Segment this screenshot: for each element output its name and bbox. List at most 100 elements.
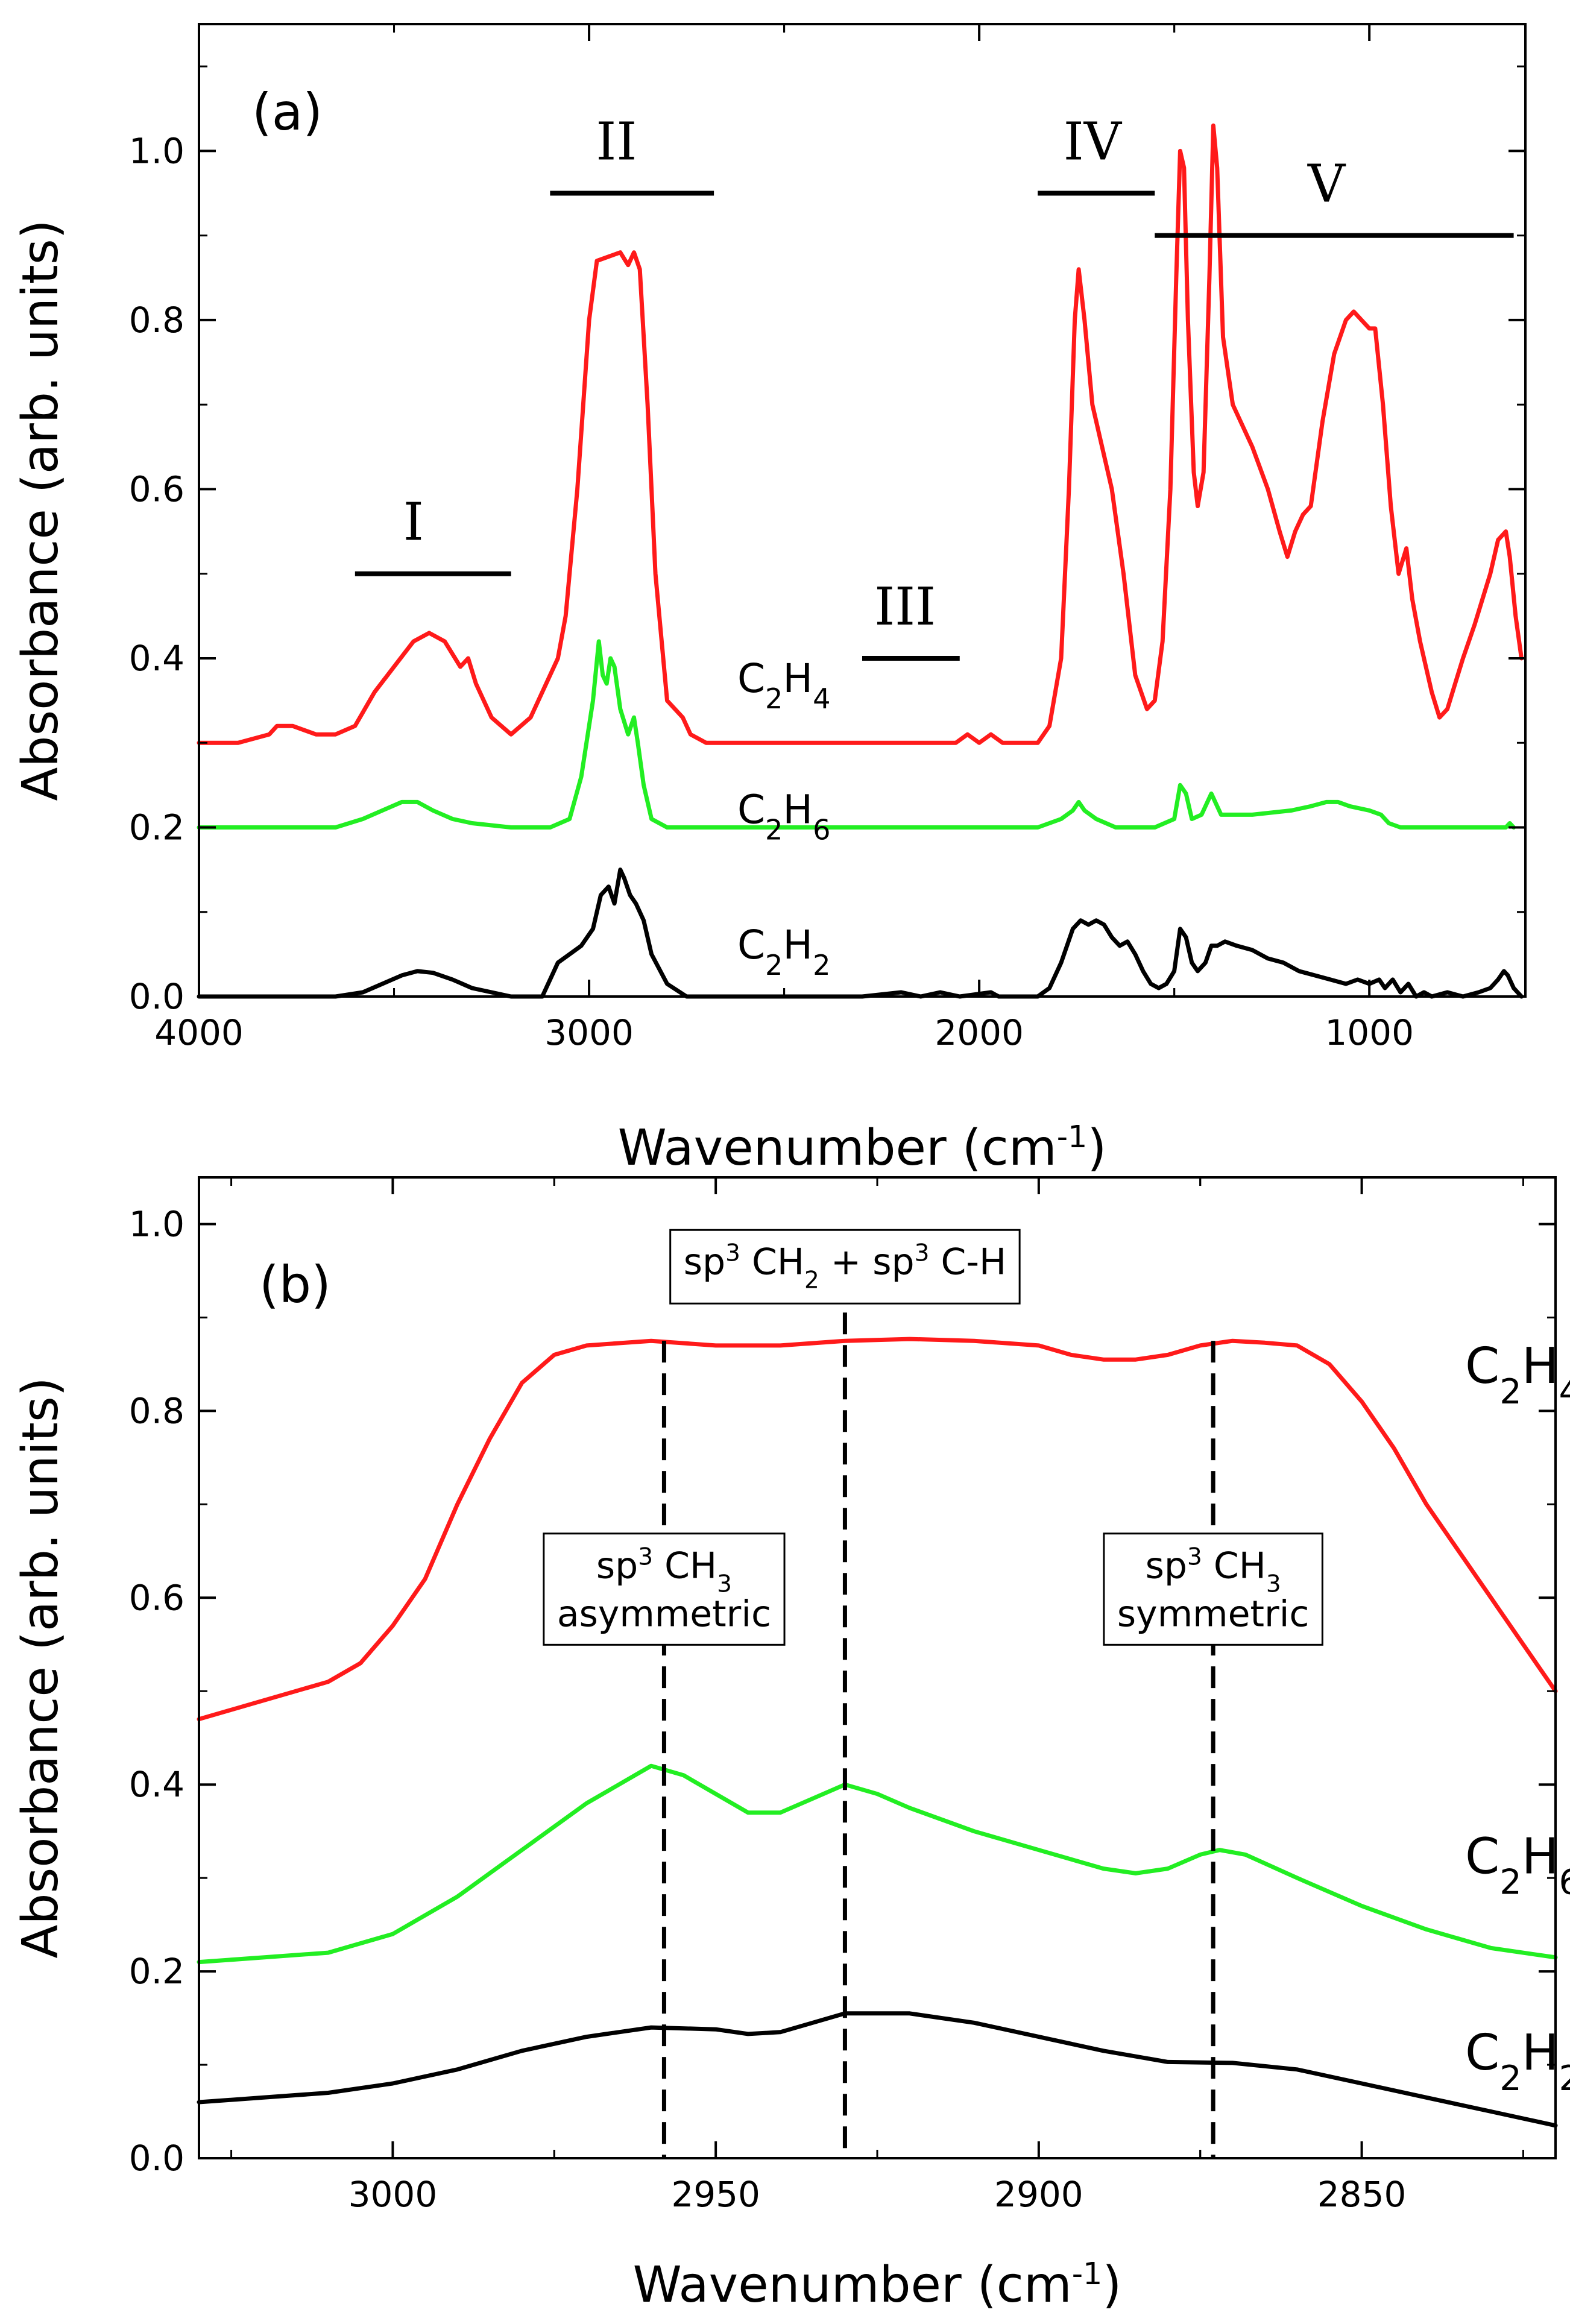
x-tick-label: 4000 bbox=[154, 1012, 244, 1053]
formula-h: H bbox=[1522, 1828, 1559, 1885]
plot-frame bbox=[198, 1176, 1557, 2159]
annotation-box bbox=[669, 1229, 1021, 1305]
formula-sub: 2 bbox=[1499, 2058, 1522, 2098]
formula-sub: 2 bbox=[813, 949, 830, 981]
x-title-sup: -1 bbox=[1057, 1119, 1088, 1154]
formula-sub: 2 bbox=[765, 682, 783, 715]
annot-plus-sp: + sp bbox=[819, 1241, 915, 1283]
y-tick-label: 1.0 bbox=[129, 130, 184, 171]
formula-h: H bbox=[1522, 1338, 1559, 1395]
annotation-box bbox=[1103, 1532, 1323, 1646]
formula-sub: 2 bbox=[1499, 1862, 1522, 1902]
panel-label: (a) bbox=[252, 83, 323, 142]
x-tick-label: 3000 bbox=[348, 2174, 438, 2215]
formula-c: C bbox=[1465, 1338, 1499, 1395]
y-axis-title: Absorbance (arb. units) bbox=[12, 219, 69, 801]
x-tick-label: 2950 bbox=[671, 2174, 760, 2215]
formula-c: C bbox=[1465, 1828, 1499, 1885]
y-tick-label: 0.8 bbox=[129, 1390, 184, 1431]
series-label-C2H4: C2H4 bbox=[737, 655, 831, 715]
y-tick-label: 0.0 bbox=[129, 2138, 184, 2179]
series-label-C2H6: C2H6 bbox=[737, 786, 831, 846]
x-tick-label: 2850 bbox=[1317, 2174, 1407, 2215]
y-axis-title: Absorbance (arb. units) bbox=[12, 1377, 69, 1958]
x-tick-label: 3000 bbox=[544, 1012, 634, 1053]
x-title-tail: ) bbox=[1102, 2256, 1121, 2314]
annotation-line2: asymmetric bbox=[557, 1593, 771, 1635]
annot-ch: CH bbox=[653, 1545, 717, 1587]
annotation-ch2-ch: sp3 CH2 + sp3 C-H bbox=[669, 1229, 1021, 1305]
band-label-III: III bbox=[874, 577, 936, 637]
plot-frame bbox=[198, 23, 1527, 998]
annotation-line1: sp3 CH2 + sp3 C-H bbox=[684, 1239, 1006, 1294]
formula-h: H bbox=[783, 655, 813, 702]
series-label-C2H2: C2H2 bbox=[737, 922, 831, 981]
formula-c: C bbox=[737, 922, 765, 968]
x-axis-title: Wavenumber (cm-1) bbox=[633, 2256, 1122, 2314]
annotation-line2: symmetric bbox=[1117, 1593, 1309, 1635]
band-label-V: V bbox=[1307, 154, 1346, 215]
formula-c: C bbox=[737, 655, 765, 702]
band-label-I: I bbox=[403, 493, 424, 553]
annot-sub: 3 bbox=[1266, 1570, 1281, 1598]
y-tick-label: 0.6 bbox=[129, 468, 184, 509]
annot-sup: 3 bbox=[915, 1239, 930, 1267]
band-label-II: II bbox=[596, 112, 637, 172]
x-title-main: Wavenumber (cm bbox=[633, 2256, 1072, 2314]
y-tick-label: 0.4 bbox=[129, 638, 184, 679]
formula-sub: 2 bbox=[1559, 2058, 1570, 2098]
formula-sub: 6 bbox=[1559, 1862, 1570, 1902]
panel-label: (b) bbox=[259, 1255, 331, 1314]
annot-ch: C-H bbox=[929, 1241, 1006, 1283]
formula-sub: 2 bbox=[765, 949, 783, 981]
annot-ch: CH bbox=[740, 1241, 804, 1283]
annot-sup: 3 bbox=[638, 1543, 653, 1570]
formula-sub: 4 bbox=[813, 682, 830, 715]
annot-sub: 3 bbox=[717, 1570, 732, 1598]
formula-h: H bbox=[783, 922, 813, 968]
formula-sub: 2 bbox=[1499, 1371, 1522, 1411]
annot-sup: 3 bbox=[725, 1239, 740, 1267]
x-axis-title: Wavenumber (cm-1) bbox=[618, 1119, 1107, 1177]
annot-sp: sp bbox=[1146, 1545, 1187, 1587]
annot-sup: 3 bbox=[1187, 1543, 1202, 1570]
x-title-main: Wavenumber (cm bbox=[618, 1119, 1057, 1177]
series-label-C2H6: C2H6 bbox=[1465, 1828, 1570, 1902]
y-tick-label: 0.8 bbox=[129, 300, 184, 341]
series-line-C2H2 bbox=[197, 2011, 1558, 2128]
annot-sub: 2 bbox=[804, 1267, 819, 1294]
series-label-C2H2: C2H2 bbox=[1465, 2024, 1570, 2099]
y-tick-label: 0.0 bbox=[129, 976, 184, 1017]
formula-c: C bbox=[1465, 2024, 1499, 2082]
formula-c: C bbox=[737, 786, 765, 833]
y-tick-label: 0.6 bbox=[129, 1577, 184, 1618]
series-line-C2H4 bbox=[197, 123, 1524, 745]
y-tick-label: 0.2 bbox=[129, 1951, 184, 1992]
y-tick-label: 0.2 bbox=[129, 807, 184, 848]
band-label-IV: IV bbox=[1064, 112, 1123, 172]
x-title-sup: -1 bbox=[1072, 2256, 1103, 2291]
y-tick-label: 1.0 bbox=[129, 1203, 184, 1244]
series-line-C2H4 bbox=[197, 1337, 1558, 1722]
x-tick-label: 2900 bbox=[994, 2174, 1083, 2215]
x-tick-label: 2000 bbox=[935, 1012, 1024, 1053]
series-line-C2H6 bbox=[197, 1763, 1558, 1965]
annotation-line1: sp3 CH3 bbox=[1146, 1543, 1281, 1598]
annot-sp: sp bbox=[684, 1241, 725, 1283]
annot-sp: sp bbox=[596, 1545, 638, 1587]
x-tick-label: 1000 bbox=[1325, 1012, 1414, 1053]
formula-sub: 2 bbox=[765, 813, 783, 846]
y-tick-label: 0.4 bbox=[129, 1764, 184, 1805]
annot-ch: CH bbox=[1202, 1545, 1266, 1587]
series-line-C2H2 bbox=[197, 868, 1524, 999]
formula-sub: 6 bbox=[813, 813, 830, 846]
series-line-C2H6 bbox=[197, 639, 1516, 830]
annotation-line1: sp3 CH3 bbox=[596, 1543, 732, 1598]
annotation-box bbox=[543, 1532, 786, 1646]
series-label-C2H4: C2H4 bbox=[1465, 1338, 1570, 1412]
